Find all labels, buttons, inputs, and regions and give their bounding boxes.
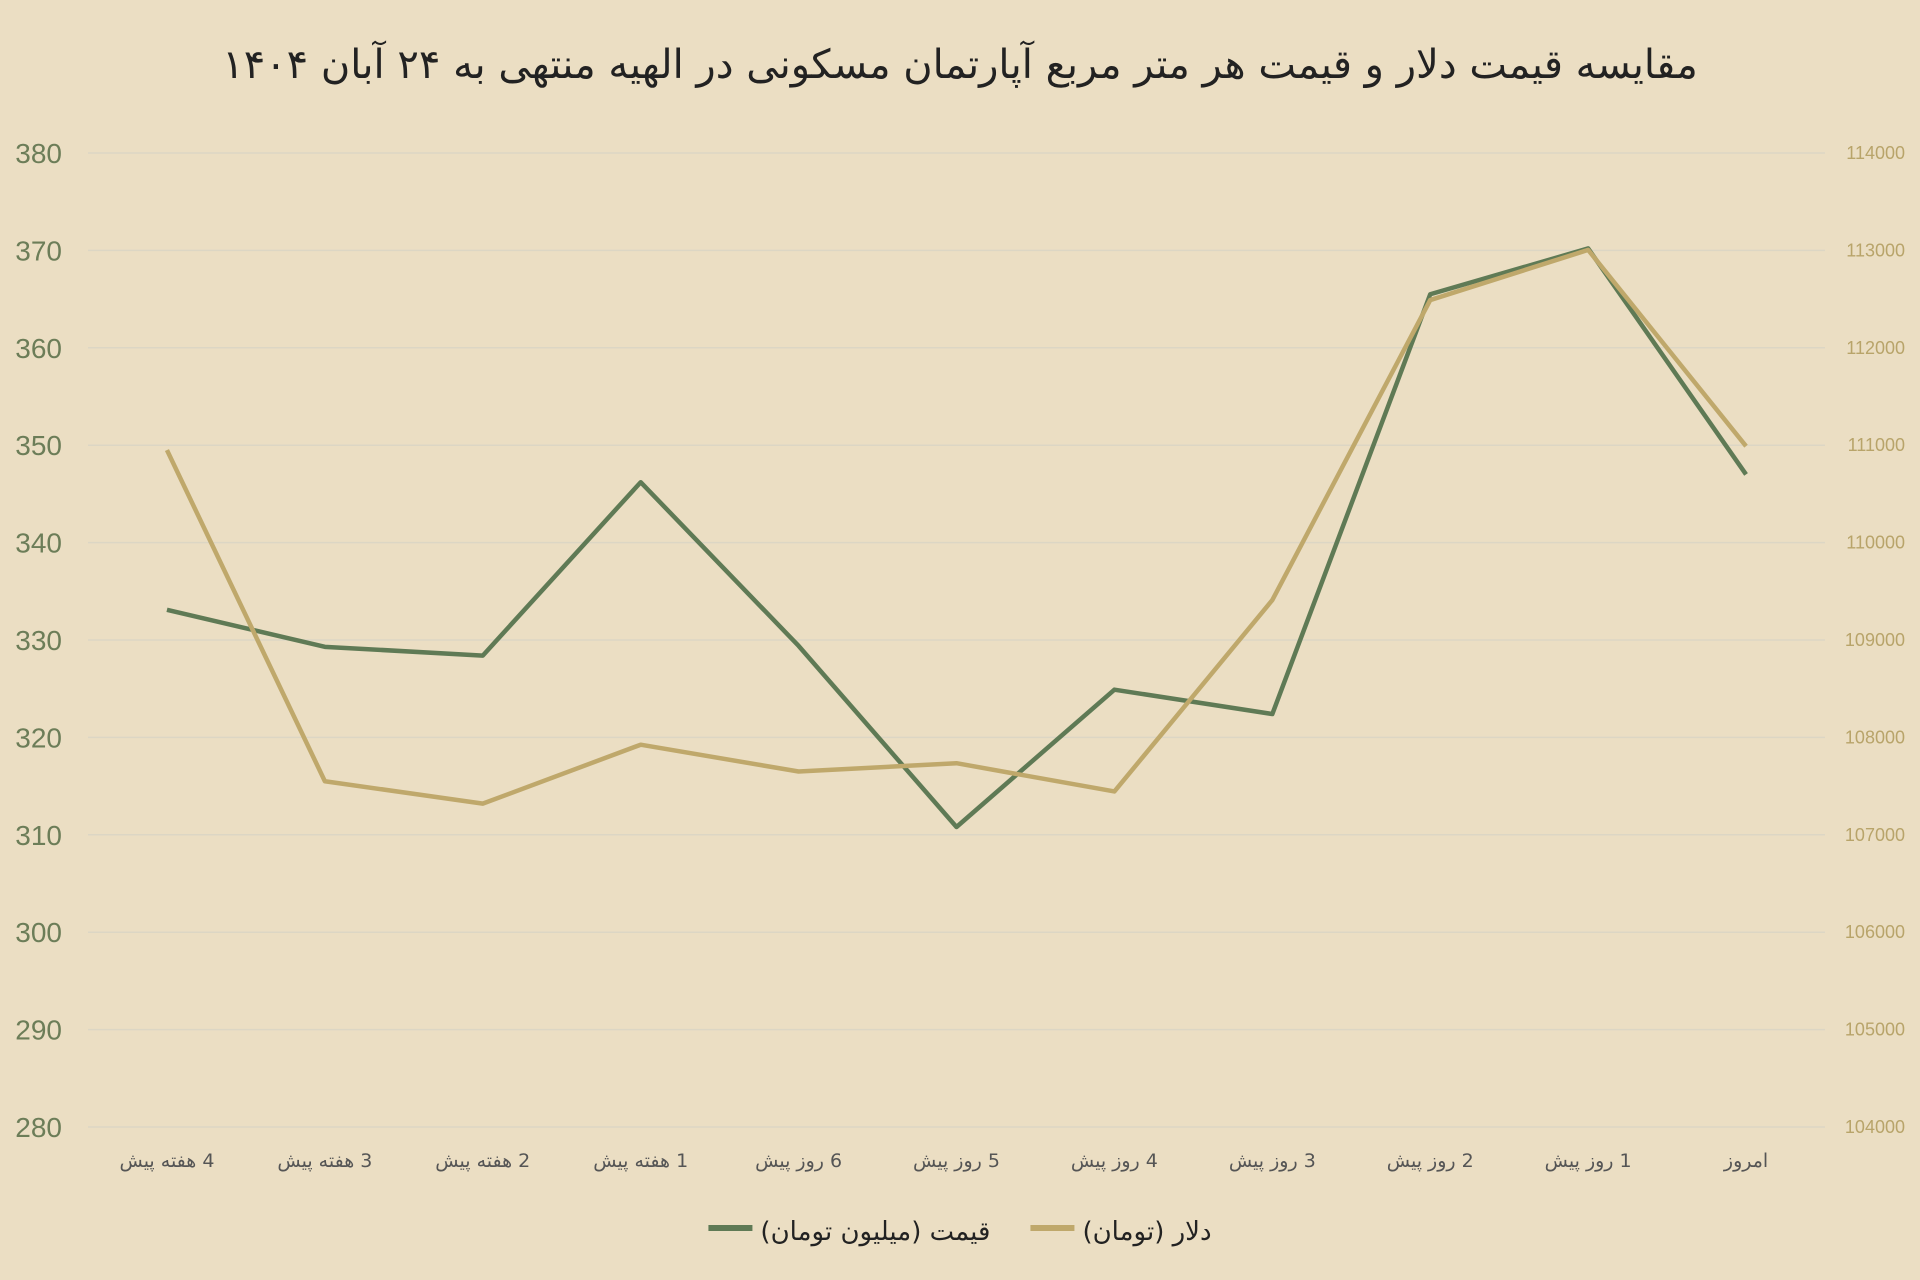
- legend-label: دلار (تومان): [1082, 1217, 1211, 1247]
- right-tick-label: 109000: [1845, 630, 1905, 650]
- x-tick-label: 1 هفته پیش: [593, 1150, 688, 1172]
- right-tick-label: 106000: [1845, 922, 1905, 942]
- gridlines: [88, 152, 1825, 1128]
- x-tick-label: 2 هفته پیش: [435, 1150, 530, 1172]
- left-tick-label: 360: [15, 333, 62, 364]
- left-tick-label: 380: [15, 138, 62, 169]
- x-tick-label: 3 روز پیش: [1229, 1150, 1316, 1172]
- left-tick-label: 330: [15, 625, 62, 656]
- right-tick-label: 105000: [1845, 1020, 1905, 1040]
- legend-label: قیمت (میلیون تومان): [760, 1217, 990, 1247]
- right-tick-label: 113000: [1846, 240, 1905, 260]
- left-tick-label: 340: [15, 528, 62, 559]
- left-tick-label: 320: [15, 722, 62, 753]
- right-tick-label: 107000: [1845, 825, 1905, 845]
- right-tick-label: 110000: [1846, 533, 1905, 553]
- x-tick-label: 6 روز پیش: [755, 1150, 842, 1172]
- x-tick-label: 3 هفته پیش: [277, 1150, 372, 1172]
- series-line-0: [166, 246, 1748, 830]
- right-tick-label: 108000: [1845, 727, 1905, 747]
- x-tick-label: 5 روز پیش: [913, 1150, 1000, 1172]
- left-tick-label: 370: [15, 235, 62, 266]
- series-lines: [164, 246, 1748, 830]
- legend: قیمت (میلیون تومان) دلار (تومان): [708, 1217, 1212, 1247]
- series-line-1: [164, 247, 1748, 806]
- left-tick-label: 300: [15, 917, 62, 948]
- chart-title: مقایسه قیمت دلار و قیمت هر متر مربع آپار…: [222, 40, 1698, 88]
- right-axis-ticks: 104000 105000 106000 107000 108000 109000 1100…: [1845, 143, 1905, 1137]
- x-axis-ticks: 4 هفته پیش 3 هفته پیش 2 هفته پیش 1 هفته پیش…: [119, 1150, 1768, 1172]
- x-tick-label: 1 روز پیش: [1545, 1150, 1632, 1172]
- right-tick-label: 111000: [1848, 435, 1905, 455]
- x-tick-label: 4 روز پیش: [1071, 1150, 1158, 1172]
- x-tick-label: امروز: [1723, 1150, 1768, 1172]
- x-tick-label: 2 روز پیش: [1387, 1150, 1474, 1172]
- right-tick-label: 104000: [1845, 1117, 1905, 1137]
- left-tick-label: 290: [15, 1015, 62, 1046]
- left-tick-label: 280: [15, 1112, 62, 1143]
- right-tick-label: 114000: [1846, 143, 1905, 163]
- right-tick-label: 112000: [1846, 338, 1905, 358]
- x-tick-label: 4 هفته پیش: [119, 1150, 214, 1172]
- left-tick-label: 310: [15, 820, 62, 851]
- left-tick-label: 350: [15, 430, 62, 461]
- left-axis-ticks: 280 290 300 310 320 330 340 350 360 370 380: [15, 138, 62, 1143]
